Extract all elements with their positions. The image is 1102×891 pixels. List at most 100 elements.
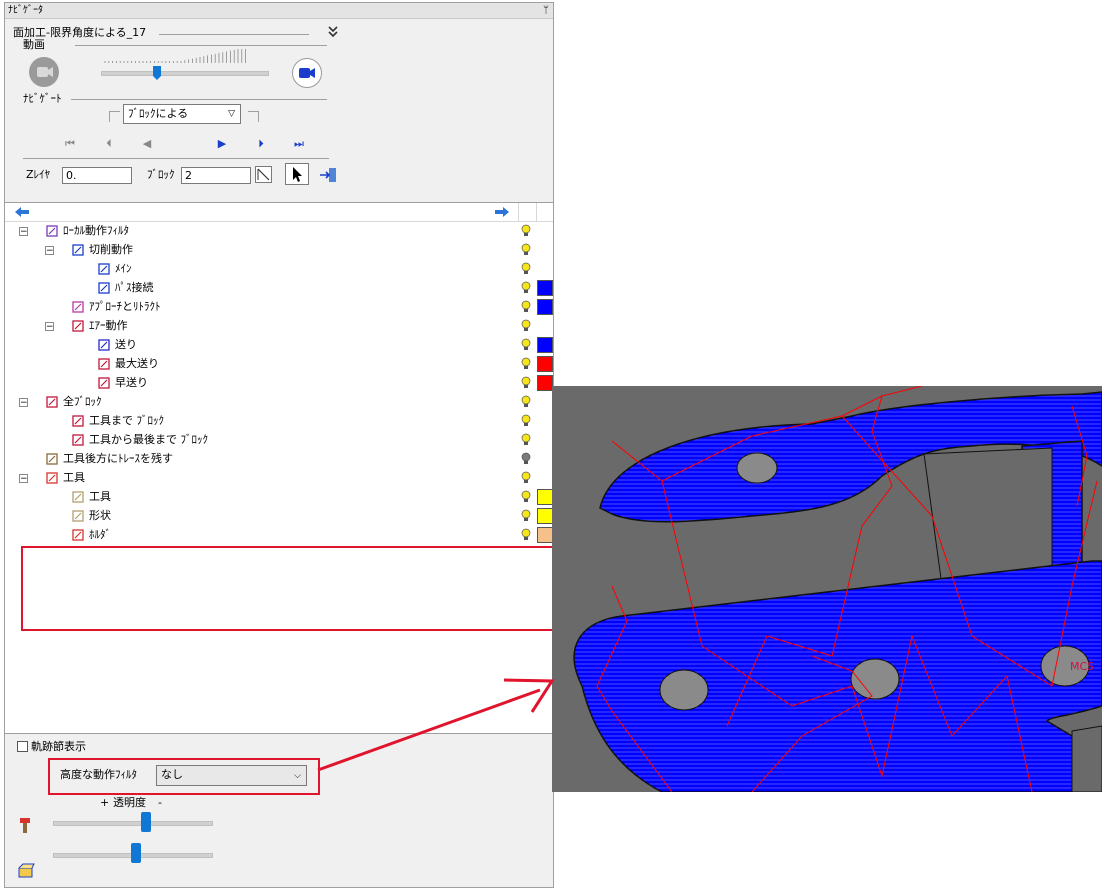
visibility-bulb-icon[interactable] xyxy=(521,452,531,466)
range-icon[interactable] xyxy=(255,166,272,183)
tool-transparency-thumb[interactable] xyxy=(141,812,151,832)
shape-icon xyxy=(71,509,85,523)
tree-row-label: ﾎﾙﾀﾞ xyxy=(89,528,111,541)
tree-row[interactable]: 早送り xyxy=(5,374,553,393)
tool-transparency-icon xyxy=(19,817,31,835)
color-swatch[interactable] xyxy=(537,375,553,391)
path-link-icon xyxy=(97,281,111,295)
feed-icon xyxy=(97,338,111,352)
tree-row[interactable]: − ﾛｰｶﾙ動作ﾌｨﾙﾀ xyxy=(5,222,553,241)
visibility-bulb-icon[interactable] xyxy=(521,414,531,428)
visibility-bulb-icon[interactable] xyxy=(521,243,531,257)
prev-step-icon[interactable]: ⏴ xyxy=(106,137,112,150)
first-block-icon[interactable]: ⏮ xyxy=(65,137,75,150)
tree-row[interactable]: − 全ﾌﾞﾛｯｸ xyxy=(5,393,553,412)
visibility-bulb-icon[interactable] xyxy=(521,319,531,333)
visibility-bulb-icon[interactable] xyxy=(521,376,531,390)
record-camera-icon[interactable] xyxy=(29,57,59,87)
visibility-bulb-icon[interactable] xyxy=(521,509,531,523)
tree-row[interactable]: ﾒｲﾝ xyxy=(5,260,553,279)
pin-icon[interactable]: ᛘ xyxy=(543,5,549,16)
navigate-mode-value: ﾌﾞﾛｯｸによる xyxy=(128,107,189,120)
tree-row-label: 工具後方にﾄﾚｰｽを残す xyxy=(63,452,173,465)
collapse-toggle[interactable]: − xyxy=(19,474,28,484)
visibility-bulb-icon[interactable] xyxy=(521,471,531,485)
tree-row[interactable]: ｱﾌﾟﾛｰﾁとﾘﾄﾗｸﾄ xyxy=(5,298,553,317)
tree-row[interactable]: 工具後方にﾄﾚｰｽを残す xyxy=(5,450,553,469)
bracket xyxy=(248,111,259,122)
tree-row[interactable]: 工具 xyxy=(5,488,553,507)
select-pointer-icon[interactable] xyxy=(285,163,309,185)
exit-icon[interactable] xyxy=(319,166,339,184)
speed-slider-track[interactable] xyxy=(101,71,269,76)
color-swatch[interactable] xyxy=(537,337,553,353)
tree-row[interactable]: − 切削動作 xyxy=(5,241,553,260)
visibility-bulb-icon[interactable] xyxy=(521,528,531,542)
advanced-filter-select[interactable]: なし ⌵ xyxy=(156,765,307,786)
block-field[interactable]: 2 xyxy=(181,167,251,184)
tree-row-label: 工具 xyxy=(63,471,85,484)
tool-body-icon xyxy=(71,490,85,504)
tree-row[interactable]: 工具から最後まで ﾌﾞﾛｯｸ xyxy=(5,431,553,450)
trajectory-node-checkbox[interactable] xyxy=(17,741,28,752)
to-tool-icon xyxy=(71,414,85,428)
tool-transparency-track[interactable] xyxy=(53,821,213,826)
air-motion-icon xyxy=(71,319,85,333)
play-camera-icon[interactable] xyxy=(292,58,322,88)
z-layer-field[interactable]: 0. xyxy=(62,167,132,184)
tree-row[interactable]: − ｴｱｰ動作 xyxy=(5,317,553,336)
speed-slider-thumb[interactable] xyxy=(152,65,162,81)
collapse-chevrons-icon[interactable] xyxy=(327,25,339,39)
tree-row[interactable]: ﾎﾙﾀﾞ xyxy=(5,526,553,545)
visibility-bulb-icon[interactable] xyxy=(521,433,531,447)
max-feed-icon xyxy=(97,357,111,371)
visibility-bulb-icon[interactable] xyxy=(521,490,531,504)
color-swatch[interactable] xyxy=(537,356,553,372)
toolpath-viewport[interactable]: MCS xyxy=(552,386,1102,792)
divider xyxy=(159,34,309,35)
tree-row-label: ﾒｲﾝ xyxy=(115,262,132,275)
last-block-icon[interactable]: ⏭ xyxy=(294,137,304,150)
collapse-toggle[interactable]: − xyxy=(45,322,54,332)
bracket xyxy=(109,111,120,122)
animation-section-label: 動画 xyxy=(23,38,45,51)
tree-row-label: 形状 xyxy=(89,509,111,522)
play-backward-icon[interactable]: ◀ xyxy=(142,137,152,150)
visibility-bulb-icon[interactable] xyxy=(521,395,531,409)
visibility-bulb-icon[interactable] xyxy=(521,262,531,276)
tree-row[interactable]: − 工具 xyxy=(5,469,553,488)
tree-row[interactable]: 工具まで ﾌﾞﾛｯｸ xyxy=(5,412,553,431)
motion-tree: − ﾛｰｶﾙ動作ﾌｨﾙﾀ − 切削動作 ﾒｲﾝ ﾊﾟｽ接続 ｱﾌﾟﾛｰﾁとﾘﾄﾗｸﾄ − ｴｱｰ… xyxy=(5,202,553,734)
holder-icon xyxy=(71,528,85,542)
divider xyxy=(536,203,537,221)
navigate-mode-select[interactable]: ﾌﾞﾛｯｸによる ▽ xyxy=(123,104,241,124)
tree-row-label: 早送り xyxy=(115,376,148,389)
visibility-bulb-icon[interactable] xyxy=(521,300,531,314)
arrow-left-icon[interactable] xyxy=(14,206,30,218)
rapid-moves xyxy=(596,386,1098,792)
stock-transparency-thumb[interactable] xyxy=(131,843,141,863)
arrow-right-icon[interactable] xyxy=(494,206,510,218)
tree-row-label: 工具まで ﾌﾞﾛｯｸ xyxy=(89,414,164,427)
divider xyxy=(518,203,519,221)
transparency-minus: - xyxy=(158,796,162,809)
collapse-toggle[interactable]: − xyxy=(19,398,28,408)
block-label: ﾌﾞﾛｯｸ xyxy=(147,168,175,181)
visibility-bulb-icon[interactable] xyxy=(521,338,531,352)
collapse-toggle[interactable]: − xyxy=(19,227,28,237)
advanced-filter-label: 高度な動作ﾌｨﾙﾀ xyxy=(60,768,137,781)
tree-row-label: ﾊﾟｽ接続 xyxy=(115,281,154,294)
tree-row-label: ｴｱｰ動作 xyxy=(89,319,128,332)
tree-row[interactable]: 送り xyxy=(5,336,553,355)
tree-row[interactable]: 最大送り xyxy=(5,355,553,374)
color-swatch[interactable] xyxy=(537,280,553,296)
color-swatch[interactable] xyxy=(537,299,553,315)
visibility-bulb-icon[interactable] xyxy=(521,224,531,238)
tree-row[interactable]: ﾊﾟｽ接続 xyxy=(5,279,553,298)
collapse-toggle[interactable]: − xyxy=(45,246,54,256)
visibility-bulb-icon[interactable] xyxy=(521,281,531,295)
speed-ticks xyxy=(101,47,247,63)
play-forward-icon[interactable]: ▶ xyxy=(217,137,227,150)
next-step-icon[interactable]: ⏵ xyxy=(258,137,264,150)
visibility-bulb-icon[interactable] xyxy=(521,357,531,371)
